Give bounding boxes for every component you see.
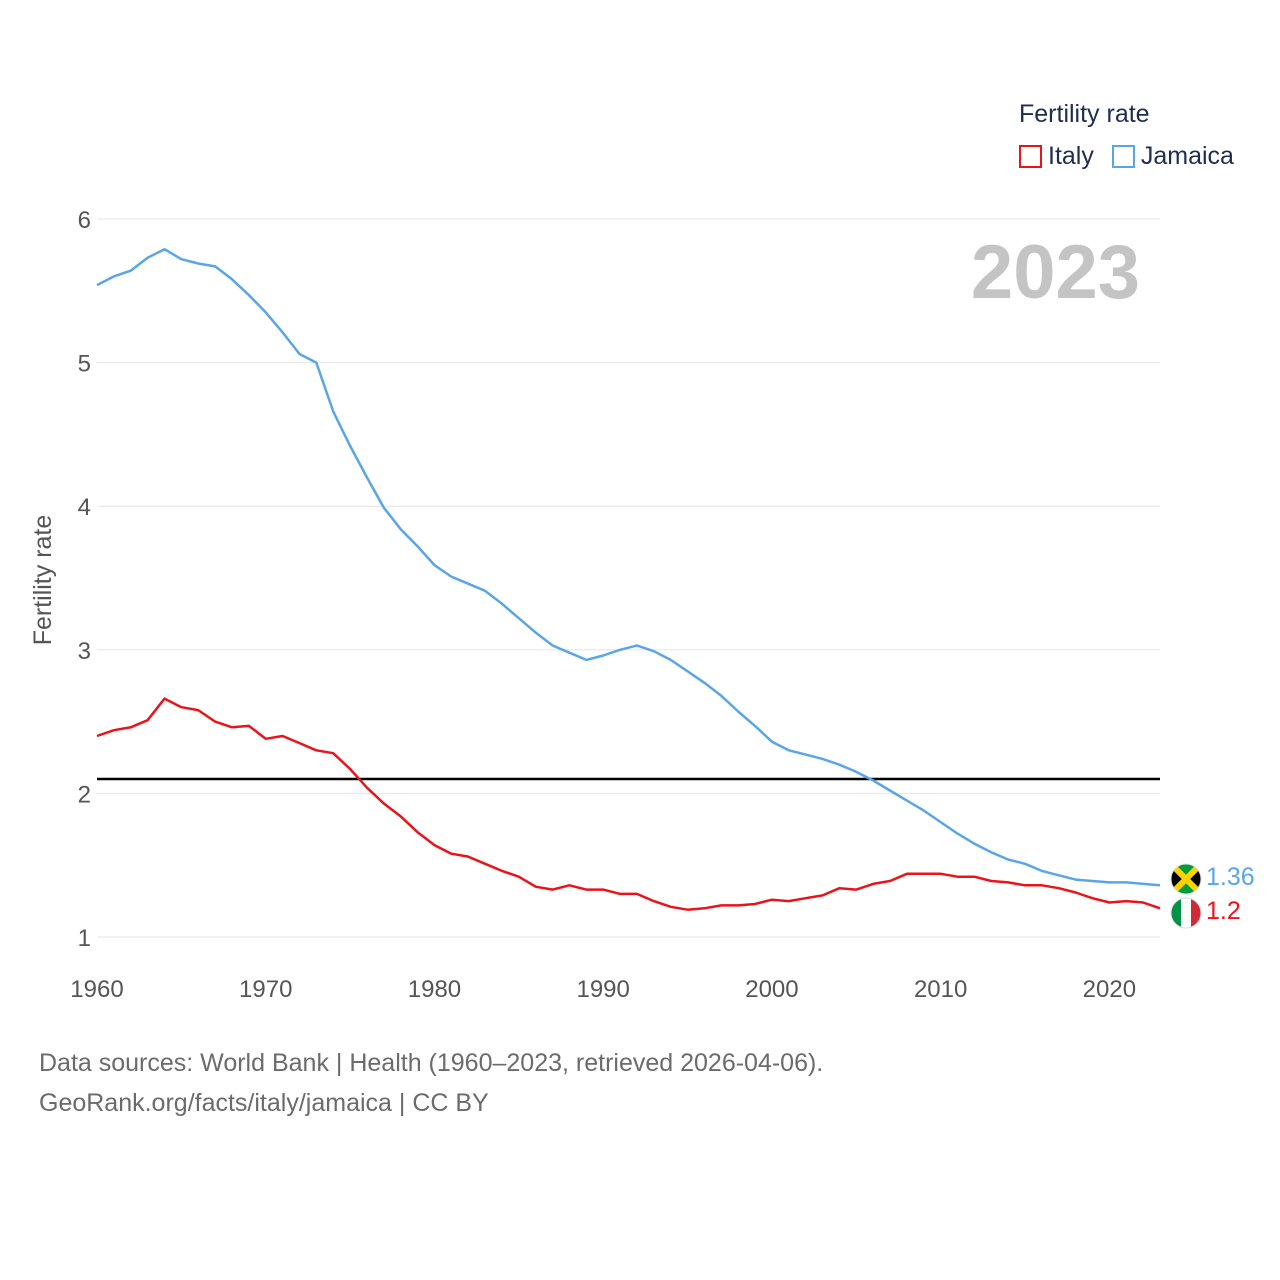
jamaica-end-label: 1.36 <box>1206 863 1255 891</box>
italy-end-label: 1.2 <box>1206 897 1241 925</box>
series-line-italy <box>96 697 1161 911</box>
legend-label-jamaica: Jamaica <box>1140 142 1234 170</box>
legend-item-italy[interactable]: Italy <box>1019 142 1094 171</box>
y-axis-ticks: 1 2 3 4 5 6 <box>78 207 91 952</box>
y-axis-title: Fertility rate <box>29 515 57 646</box>
attribution-text: GeoRank.org/facts/italy/jamaica | CC BY <box>39 1089 489 1117</box>
x-tick-label: 2010 <box>914 976 967 1003</box>
y-tick-label: 4 <box>78 494 91 521</box>
grid-lines <box>97 218 1160 938</box>
jamaica-flag-icon <box>1170 863 1202 895</box>
x-tick-label: 1960 <box>70 976 123 1003</box>
y-tick-label: 2 <box>78 781 91 808</box>
jamaica-swatch-icon <box>1111 145 1135 168</box>
x-tick-label: 2000 <box>745 976 798 1003</box>
data-source-text: Data sources: World Bank | Health (1960–… <box>39 1049 824 1077</box>
footer: Data sources: World Bank | Health (1960–… <box>39 1043 823 1123</box>
x-tick-label: 1980 <box>408 976 461 1003</box>
series-layer <box>96 247 1161 911</box>
legend-item-jamaica[interactable]: Jamaica <box>1111 142 1234 171</box>
legend-title: Fertility rate <box>1019 100 1150 128</box>
legend: Italy Jamaica <box>1019 142 1234 171</box>
x-axis-ticks: 1960 1970 1980 1990 2000 2010 2020 <box>70 976 1136 1003</box>
x-tick-label: 2020 <box>1083 976 1136 1003</box>
legend-label-italy: Italy <box>1048 142 1094 170</box>
italy-swatch-icon <box>1019 145 1042 168</box>
x-tick-label: 1990 <box>576 976 629 1003</box>
series-line-jamaica <box>96 247 1161 887</box>
y-tick-label: 1 <box>78 925 91 952</box>
y-tick-label: 6 <box>78 207 91 234</box>
italy-flag-icon <box>1170 897 1202 929</box>
y-tick-label: 5 <box>78 351 91 378</box>
year-watermark: 2023 <box>971 230 1140 315</box>
x-tick-label: 1970 <box>239 976 292 1003</box>
y-tick-label: 3 <box>78 638 91 665</box>
